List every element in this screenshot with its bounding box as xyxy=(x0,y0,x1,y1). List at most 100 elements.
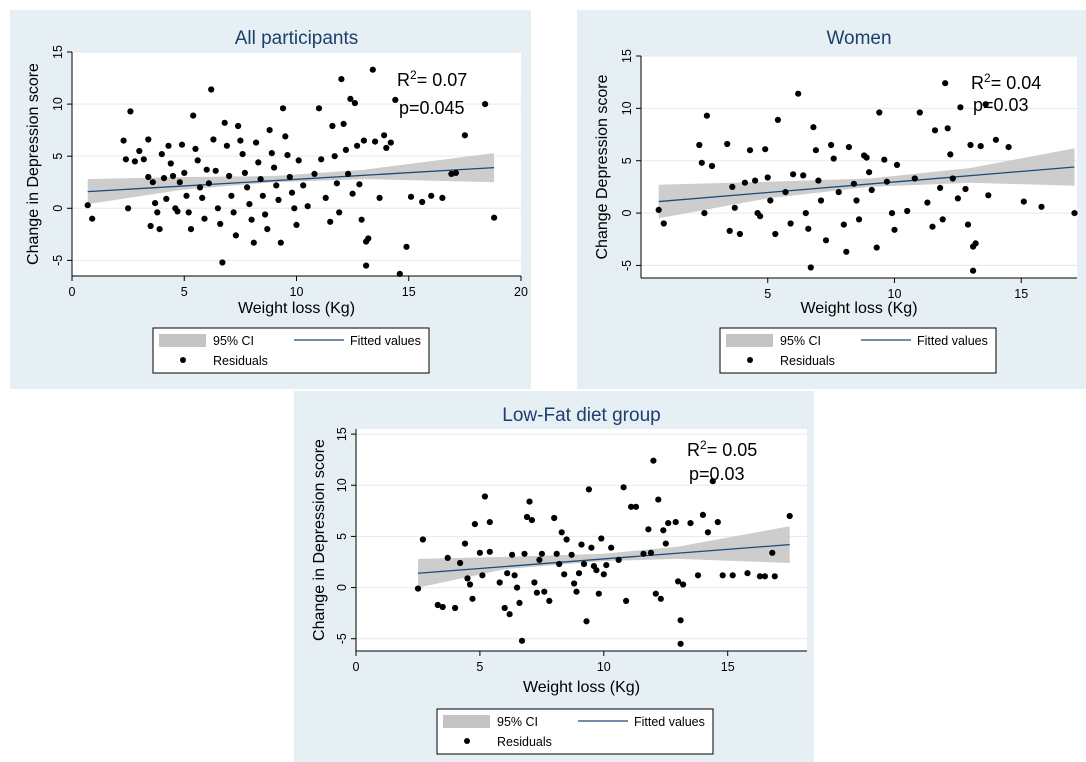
chart-1-residual-point xyxy=(939,216,946,223)
chart-2-residual-point xyxy=(662,540,669,547)
chart-1-residual-point xyxy=(893,161,901,168)
chart-0-residual-point xyxy=(275,196,282,203)
chart-0-residual-point xyxy=(203,166,210,173)
chart-0-residual-point xyxy=(192,145,199,152)
chart-2-y-tick-label: 0 xyxy=(335,584,349,591)
chart-1-x-tick-label: 5 xyxy=(764,287,771,301)
chart-0-y-tick-label: 0 xyxy=(51,205,65,212)
chart-0-residual-point xyxy=(136,147,143,155)
chart-2-residual-point xyxy=(414,585,422,592)
chart-0-residual-point xyxy=(428,192,435,199)
chart-2-residual-point xyxy=(573,588,580,595)
chart-2-residual-point xyxy=(632,503,640,510)
chart-2-residual-point xyxy=(647,549,654,556)
chart-0-residual-point xyxy=(268,150,275,157)
chart-1-residual-point xyxy=(970,267,977,274)
chart-2-residual-point xyxy=(583,618,590,625)
chart-1-residual-point xyxy=(964,221,972,228)
chart-0-y-tick-label: 15 xyxy=(51,45,65,59)
chart-0-residual-point xyxy=(156,226,163,233)
chart-0-residual-point xyxy=(347,95,354,102)
chart-women: 5 10 15 -5 0 5 10 15 Women Weight loss (Kg) Change… xyxy=(594,28,1078,374)
chart-2-residual-point xyxy=(640,550,647,557)
chart-0-residual-point xyxy=(239,151,246,158)
chart-1-y-tick-label: 5 xyxy=(620,157,634,164)
chart-1-residual-point xyxy=(752,177,759,184)
chart-2-residual-point xyxy=(588,544,595,551)
chart-1-residual-point xyxy=(696,141,703,149)
chart-2-residual-point xyxy=(580,560,588,568)
chart-2-residual-point xyxy=(704,529,711,536)
chart-0-residual-point xyxy=(282,133,289,140)
chart-0-residual-point xyxy=(383,144,390,151)
chart-1-residual-point xyxy=(708,162,716,170)
chart-2-residual-point xyxy=(694,572,702,579)
chart-1-residual-point xyxy=(807,264,814,271)
chart-2-residual-point xyxy=(598,535,605,542)
chart-0-residual-point xyxy=(131,158,138,165)
chart-1-legend-ci-label: 95% CI xyxy=(780,334,821,348)
chart-2-residual-point xyxy=(672,519,679,526)
chart-0-residual-point xyxy=(387,139,394,146)
chart-0-residual-point xyxy=(246,201,253,208)
chart-0-residual-point xyxy=(208,86,215,93)
chart-1-residual-point xyxy=(855,216,863,223)
chart-0-residual-point xyxy=(358,216,365,223)
chart-2-residual-point xyxy=(655,496,662,503)
chart-0-residual-point xyxy=(419,198,426,206)
chart-2-residual-point xyxy=(466,581,474,588)
chart-0-residual-point xyxy=(273,182,280,189)
chart-0-residual-point xyxy=(241,169,248,176)
chart-0-legend-residual-label: Residuals xyxy=(213,354,268,368)
chart-1-residual-point xyxy=(731,204,738,211)
chart-0-residual-point xyxy=(149,179,156,186)
chart-0-residual-point xyxy=(196,184,204,191)
chart-0-residual-point xyxy=(248,216,255,223)
chart-0-residual-point xyxy=(237,137,244,144)
chart-2-residual-point xyxy=(680,581,687,588)
chart-0-residual-point xyxy=(84,202,91,209)
chart-2-residual-point xyxy=(600,571,607,578)
chart-1-residual-point xyxy=(724,140,731,148)
chart-1-residual-point xyxy=(876,109,883,116)
chart-0-residual-point xyxy=(360,137,367,144)
chart-0-residual-point xyxy=(266,127,273,134)
chart-2-residual-point xyxy=(514,584,521,591)
chart-1-residual-point xyxy=(762,146,769,153)
chart-2-y-tick-label: 5 xyxy=(335,533,349,540)
chart-2-residual-point xyxy=(419,536,426,543)
chart-1-legend-residual-label: Residuals xyxy=(780,354,835,368)
chart-1-residual-point xyxy=(805,225,812,232)
chart-1-residual-point xyxy=(772,230,779,238)
chart-0-legend-ci-label: 95% CI xyxy=(213,334,254,348)
chart-0-residual-point xyxy=(158,151,165,158)
chart-0-title: All participants xyxy=(235,28,359,49)
chart-0-residual-point xyxy=(271,164,278,171)
chart-0-residual-point xyxy=(194,157,201,164)
chart-2-residual-point xyxy=(486,519,493,526)
chart-2-legend-residual-label: Residuals xyxy=(497,735,552,749)
chart-2-residual-point xyxy=(444,554,451,561)
chart-1-residual-point xyxy=(810,124,817,131)
chart-2-residual-point xyxy=(528,517,535,524)
chart-0-residual-point xyxy=(262,211,269,218)
chart-1-x-axis-label: Weight loss (Kg) xyxy=(800,300,917,317)
chart-2-residual-point xyxy=(744,570,751,577)
chart-2-residual-point xyxy=(476,549,483,556)
chart-1-residual-point xyxy=(795,90,802,97)
chart-1-residual-point xyxy=(815,177,822,184)
chart-0-r-squared: R2= 0.07 xyxy=(397,68,467,90)
chart-0-residual-point xyxy=(461,132,468,139)
chart-1-residual-point xyxy=(1038,203,1045,210)
chart-0-residual-point xyxy=(407,193,415,200)
chart-0-x-tick-label: 20 xyxy=(514,285,528,299)
chart-0-residual-point xyxy=(145,173,152,181)
chart-0-y-tick-label: -5 xyxy=(51,255,65,266)
chart-2-residual-point xyxy=(771,573,778,580)
chart-0-legend-residual-swatch xyxy=(180,357,186,363)
chart-0-residual-point xyxy=(259,192,266,199)
chart-2-residual-point xyxy=(714,519,721,526)
chart-2-residual-point xyxy=(608,544,615,551)
chart-0-residual-point xyxy=(322,194,329,201)
chart-1-residual-point xyxy=(828,141,835,149)
